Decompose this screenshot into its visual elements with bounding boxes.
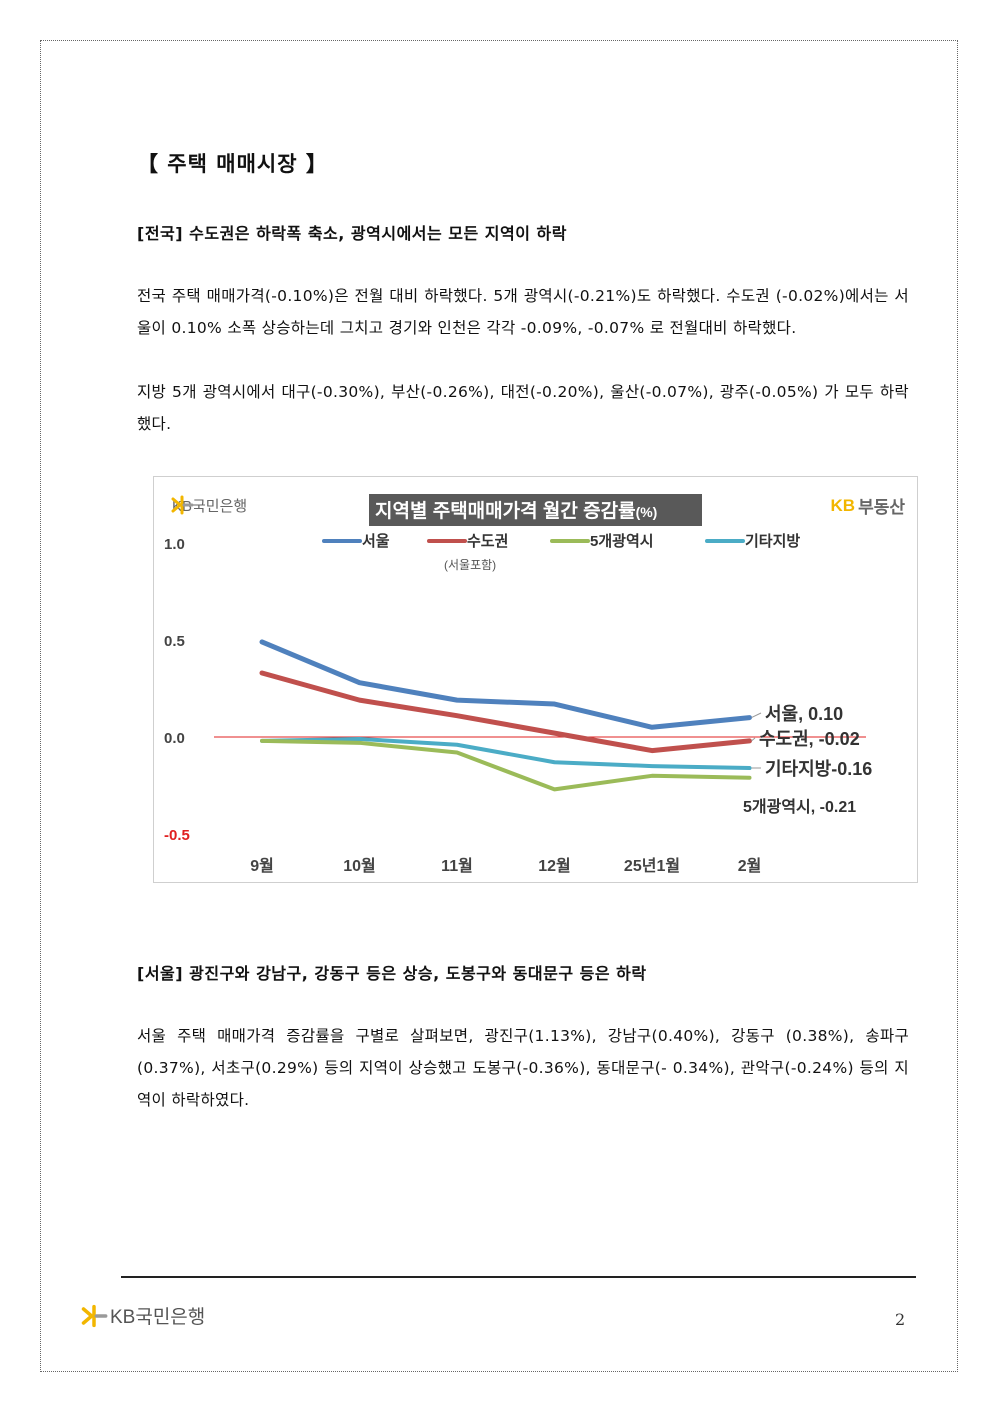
national-paragraph-2: 지방 5개 광역시에서 대구(-0.30%), 부산(-0.26%), 대전(-…: [137, 383, 909, 433]
national-heading: [전국] 수도권은 하락폭 축소, 광역시에서는 모든 지역이 하락: [137, 224, 567, 243]
end-label-서울: 서울, 0.10: [765, 704, 843, 724]
series-line-기타지방: [260, 736, 752, 771]
x-tick-label: 11월: [441, 857, 473, 875]
chart-kb-bank-logo-text: KB국민은행: [172, 498, 248, 515]
kb-star-icon: [171, 495, 194, 515]
chart-title-box: [369, 494, 702, 526]
footer-kb-logo: KB국민은행: [80, 1302, 205, 1329]
y-tick-label: 0.5: [164, 633, 185, 650]
chart-title-unit: (%): [636, 504, 658, 520]
seoul-heading: [서울] 광진구와 강남구, 강동구 등은 상승, 도봉구와 동대문구 등은 하…: [137, 964, 647, 983]
x-tick-label: 9월: [250, 857, 274, 875]
section-title: 【 주택 매매시장 】: [137, 152, 328, 176]
series-line-5개광역시: [260, 738, 752, 792]
footer-kb-logo-text: KB국민은행: [110, 1307, 206, 1328]
x-tick-label: 2월: [738, 857, 762, 875]
y-tick-label: 1.0: [164, 536, 185, 553]
end-label-5개광역시: 5개광역시, -0.21: [743, 797, 856, 816]
national-paragraph-1: 전국 주택 매매가격(-0.10%)은 전월 대비 하락했다. 5개 광역시(-…: [137, 287, 909, 337]
chart-kb-bank-logo: KB국민은행: [170, 495, 247, 516]
y-tick-label: 0.0: [164, 730, 185, 747]
legend-label-1: 수도권: [467, 532, 508, 550]
end-label-수도권: 수도권, -0.02: [759, 729, 860, 749]
kb-real-estate-logo: KB 부동산: [831, 493, 905, 518]
series-line-수도권: [259, 670, 752, 754]
seoul-paragraph: 서울 주택 매매가격 증감률을 구별로 살펴보면, 광진구(1.13%), 강남…: [137, 1027, 909, 1109]
chart-title: 지역별 주택매매가격 월간 증감률(%): [375, 500, 657, 522]
x-tick-label: 10월: [343, 857, 376, 875]
x-tick-label: 12월: [538, 857, 571, 875]
series-line-서울: [259, 639, 752, 730]
end-label-leader: [751, 737, 756, 742]
price-change-chart: KB국민은행 KB 부동산 지역별 주택매매가격 월간 증감률(%) 서울 수도권 5…: [153, 476, 918, 883]
chart-canvas: 지역별 주택매매가격 월간 증감률(%) 서울 수도권 5개광역시 기타지방 (서울포함)…: [164, 494, 872, 875]
legend-label-0: 서울: [362, 533, 390, 550]
legend-label-3: 기타지방: [745, 532, 800, 550]
page-number: 2: [895, 1310, 906, 1329]
x-tick-label: 25년1월: [624, 856, 680, 875]
end-label-leader: [751, 712, 762, 719]
legend-note: (서울포함): [444, 558, 496, 572]
page-border: [40, 40, 958, 1372]
footer-divider: [121, 1276, 916, 1278]
legend-label-2: 5개광역시: [590, 532, 654, 550]
kb-real-estate-logo-text: 부동산: [858, 498, 905, 517]
y-tick-label: -0.5: [164, 827, 190, 844]
kb-real-estate-logo-kb: KB: [830, 495, 856, 515]
end-label-기타지방: 기타지방-0.16: [765, 759, 872, 779]
kb-star-icon: [81, 1304, 108, 1327]
